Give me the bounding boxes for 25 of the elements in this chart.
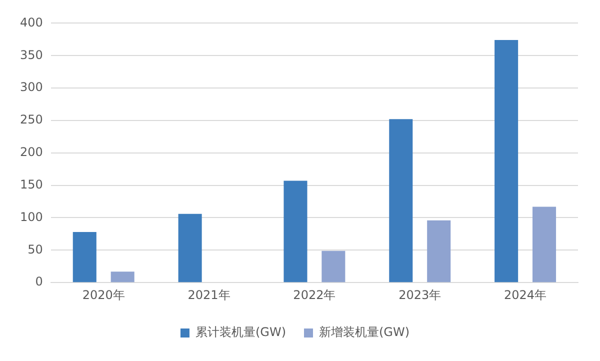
x-tick-label: 2022年 <box>293 288 336 302</box>
x-tick-label: 2024年 <box>504 288 547 302</box>
bar <box>178 214 202 282</box>
y-tick-label: 250 <box>20 112 43 127</box>
bar <box>494 40 518 282</box>
bar <box>110 272 134 282</box>
y-tick-label: 150 <box>20 177 43 192</box>
x-tick-label: 2020年 <box>82 288 125 302</box>
bar <box>72 232 96 282</box>
bar <box>322 250 346 282</box>
bar <box>532 206 556 282</box>
bar <box>389 119 413 282</box>
y-tick-label: 100 <box>20 210 43 224</box>
bar <box>427 220 451 282</box>
y-tick-label: 50 <box>28 242 43 256</box>
y-tick-label: 400 <box>20 15 43 30</box>
y-tick-label: 300 <box>20 80 43 94</box>
y-tick-label: 0 <box>35 274 43 289</box>
legend-label: 累计装机量(GW) <box>195 325 286 340</box>
bar <box>284 180 308 282</box>
x-tick-label: 2021年 <box>188 288 230 302</box>
x-tick-label: 2023年 <box>398 288 442 302</box>
y-tick-label: 200 <box>20 145 43 160</box>
y-tick-label: 350 <box>20 48 43 62</box>
legend-label: 新增装机量(GW) <box>319 325 410 340</box>
